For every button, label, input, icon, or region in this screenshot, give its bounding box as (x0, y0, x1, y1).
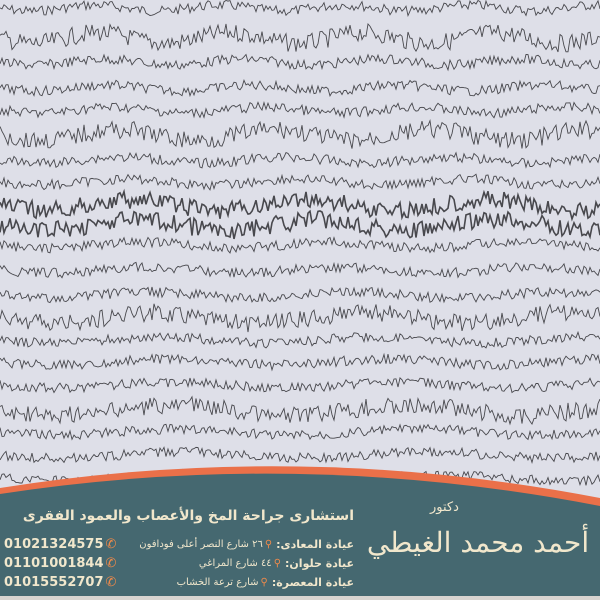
clinic-phone[interactable]: 01101001844 ✆ (4, 555, 117, 571)
clinic-phone[interactable]: 01015552707 ✆ (4, 574, 117, 590)
eeg-trace (0, 23, 600, 53)
eeg-trace (0, 236, 600, 254)
eeg-trace (0, 78, 600, 98)
eeg-trace (0, 0, 600, 18)
clinic-name: عيادة المعادى: (276, 537, 354, 551)
eeg-trace (0, 261, 600, 279)
phone-icon: ✆ (105, 555, 117, 571)
eeg-trace (0, 119, 600, 149)
eeg-trace (0, 286, 600, 304)
map-pin-icon: ⚲ (260, 576, 268, 588)
eeg-trace (0, 303, 600, 333)
clinic-address: ⚲شارع ترعة الخشاب (176, 576, 268, 588)
eeg-trace (0, 188, 600, 222)
phone-icon: ✆ (105, 536, 117, 552)
eeg-trace (0, 377, 600, 394)
clinic-row: عيادة حلوان: ⚲٤٤ شارع المراغي 0110100184… (4, 554, 354, 572)
doctor-title: دكتور (430, 500, 459, 515)
eeg-trace (0, 395, 600, 426)
eeg-trace (0, 330, 600, 349)
panel-background (0, 473, 600, 600)
clinic-name: عيادة حلوان: (285, 556, 354, 570)
eeg-trace (0, 53, 600, 72)
eeg-trace (0, 151, 600, 169)
clinic-address: ⚲٤٤ شارع المراغي (198, 557, 282, 569)
eeg-trace (0, 352, 600, 372)
phone-icon: ✆ (105, 574, 117, 590)
eeg-trace (0, 423, 600, 441)
clinic-row: عيادة المعادى: ⚲٢٦ شارع النصر أعلى فوداف… (4, 535, 354, 553)
map-pin-icon: ⚲ (273, 557, 282, 569)
clinic-name: عيادة المعصرة: (271, 575, 354, 589)
doctor-name-calligraphy: أحمد محمد الغيطي (366, 526, 590, 559)
eeg-trace (0, 173, 600, 191)
eeg-trace (0, 446, 600, 465)
specialty-subtitle: استشارى جراحة المخ والأعصاب والعمود الفق… (22, 508, 354, 524)
eeg-trace (0, 209, 600, 240)
map-pin-icon: ⚲ (264, 538, 273, 550)
eeg-trace (0, 100, 600, 119)
clinic-phone[interactable]: 01021324575 ✆ (4, 536, 117, 552)
clinic-address: ⚲٢٦ شارع النصر أعلى فودافون (139, 538, 273, 550)
clinic-row: عيادة المعصرة: ⚲شارع ترعة الخشاب 0101555… (4, 573, 354, 591)
